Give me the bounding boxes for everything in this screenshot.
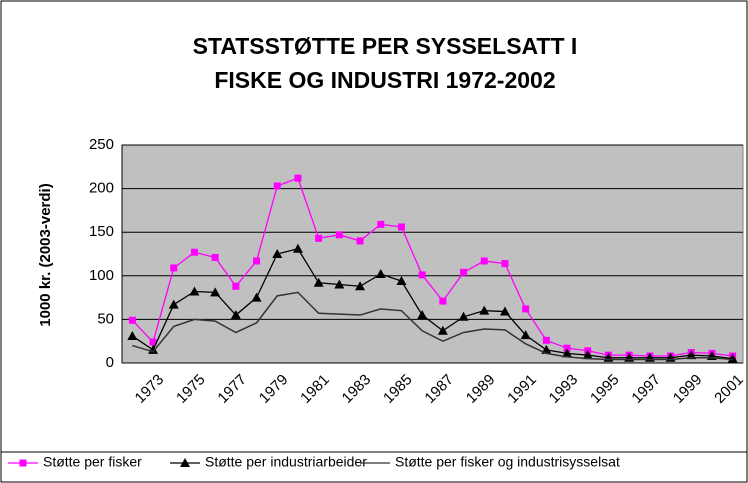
marker [479,305,490,315]
marker [520,330,531,340]
marker [417,310,428,320]
marker [251,292,262,302]
marker [190,248,198,256]
marker [294,174,302,182]
y-tick-label: 0 [106,354,114,371]
legend-label: Støtte per fisker [43,454,142,470]
legend-label: Støtte per fisker og industrisysselsat [395,454,620,470]
marker [189,286,200,296]
chart-title: FISKE OG INDUSTRI 1972-2002 [214,67,555,93]
marker [315,234,323,242]
marker [397,223,405,231]
marker [480,257,488,265]
marker [273,182,281,190]
chart-title: STATSSTØTTE PER SYSSELSATT I [193,33,578,59]
series-line [132,291,733,361]
marker [542,336,550,344]
marker [377,220,385,228]
marker [499,306,510,316]
marker [562,348,573,358]
marker [501,260,509,268]
marker [180,458,190,467]
marker [355,281,366,291]
marker [230,310,241,320]
marker [253,257,261,265]
marker [522,305,530,313]
marker [686,350,697,360]
marker [210,287,221,297]
y-tick-label: 150 [89,223,114,240]
marker [458,311,469,321]
legend-item: Støtte per fisker [8,454,142,470]
marker [396,276,407,286]
marker [335,231,343,239]
marker [19,459,27,467]
y-tick-label: 100 [89,267,114,284]
y-axis-label: 1000 kr. (2003-verdi) [37,183,54,326]
marker [356,237,364,245]
marker [563,344,571,352]
marker [375,269,386,279]
legend-item: Støtte per fisker og industrisysselsat [360,454,620,470]
marker [460,268,468,276]
marker [127,330,138,340]
marker [168,299,179,309]
y-tick-label: 250 [89,136,114,153]
marker [211,253,219,261]
marker [437,325,448,335]
series-line [131,248,733,360]
y-tick-label: 50 [97,310,114,327]
marker [128,316,136,324]
marker [313,277,324,287]
legend-item: Støtte per industriarbeider [170,454,367,470]
marker [582,350,593,360]
legend-label: Støtte per industriarbeider [205,454,367,470]
marker [232,282,240,290]
marker [170,264,178,272]
marker [149,338,157,346]
marker [292,243,303,253]
marker [727,353,738,363]
marker [418,271,426,279]
marker [439,297,447,305]
marker [334,279,345,289]
marker [272,249,283,258]
y-tick-label: 200 [89,180,114,197]
